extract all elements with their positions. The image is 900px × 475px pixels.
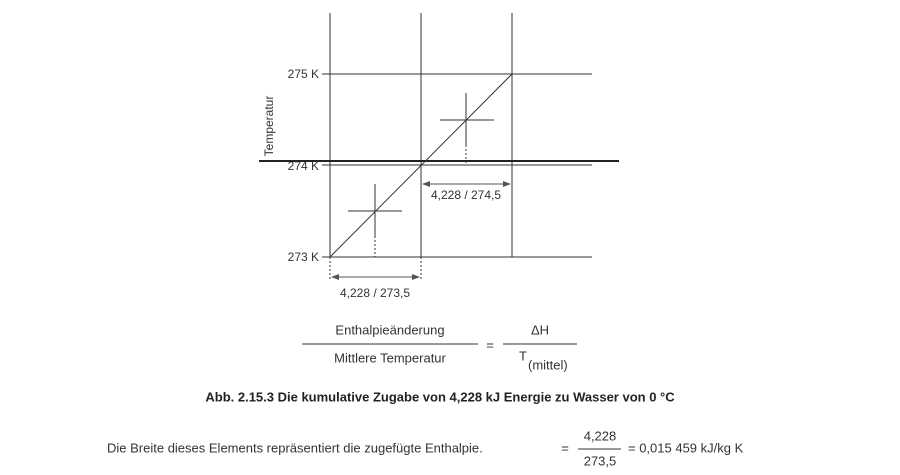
footer-text: = xyxy=(561,440,569,455)
y-label: 275 K xyxy=(288,67,319,81)
formula-text: = xyxy=(486,337,494,352)
formula-text: ΔH xyxy=(531,322,549,337)
y-label: 273 K xyxy=(288,250,319,264)
formula-text: T xyxy=(519,348,527,363)
footer-text: Die Breite dieses Elements repräsentiert… xyxy=(107,440,483,455)
y-axis-title: Temperatur xyxy=(262,96,276,157)
grid xyxy=(259,13,619,281)
caption: Abb. 2.15.3 Die kumulative Zugabe von 4,… xyxy=(205,389,675,404)
formula-text: Mittlere Temperatur xyxy=(334,350,446,365)
formula-text: Enthalpieänderung xyxy=(335,322,444,337)
footer-text: = 0,015 459 kJ/kg K xyxy=(628,440,744,455)
width-label: 4,228 / 274,5 xyxy=(431,188,501,202)
footer-text: 4,228 xyxy=(584,428,617,443)
formula-subscript: (mittel) xyxy=(528,357,568,372)
footer-text: 273,5 xyxy=(584,453,617,468)
width-label: 4,228 / 273,5 xyxy=(340,286,410,300)
y-label: 274 K xyxy=(288,159,319,173)
